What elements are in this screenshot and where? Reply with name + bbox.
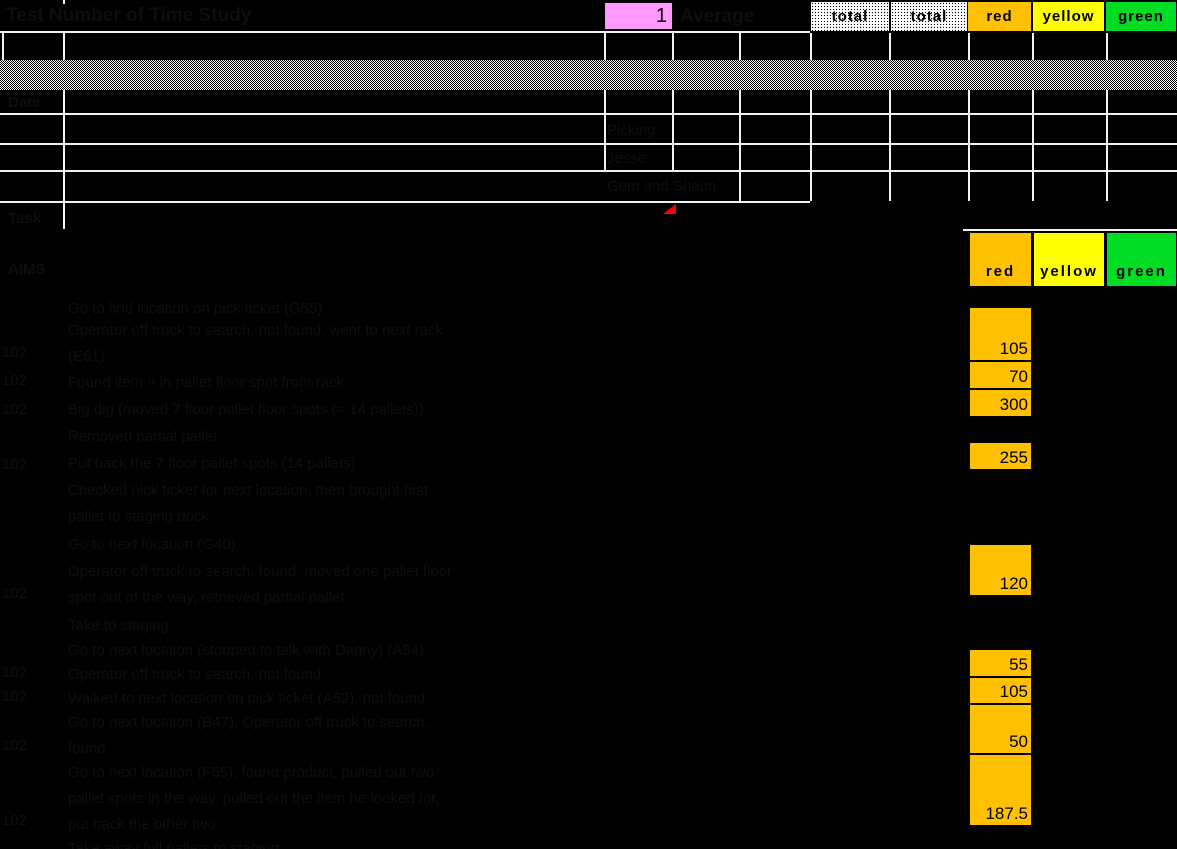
- gridline-v-colG: [968, 33, 970, 201]
- aisle-label[interactable]: 102: [2, 585, 28, 602]
- score-header-red-label: red: [985, 263, 1016, 280]
- task-row[interactable]: Operator off truck to search, not found: [68, 666, 322, 683]
- green-column-header[interactable]: green: [1106, 2, 1176, 31]
- red-column-header-label: red: [986, 8, 1013, 25]
- gridline-h-score-header: [963, 229, 1177, 231]
- gridline-v-colD: [739, 33, 741, 201]
- task-row[interactable]: Go to next location (F55), found product…: [68, 764, 440, 833]
- date-label[interactable]: Date: [8, 94, 41, 111]
- total-header-cell-1[interactable]: total: [811, 2, 889, 31]
- task-row[interactable]: Removed partial pallet: [68, 428, 218, 445]
- score-header-yellow[interactable]: yellow: [1034, 233, 1104, 286]
- test-number-cell[interactable]: 1: [605, 3, 672, 29]
- dithered-row: [0, 60, 1177, 90]
- gridline-h-row5: [0, 143, 1177, 145]
- aisle-label[interactable]: 102: [2, 344, 28, 361]
- aisle-label[interactable]: 102: [2, 401, 28, 418]
- yellow-column-header[interactable]: yellow: [1033, 2, 1104, 31]
- task-row[interactable]: Take away full pallets to staging: [68, 840, 279, 849]
- red-value-cell[interactable]: 187.5: [970, 755, 1031, 825]
- task-row[interactable]: Go to next location (G40): [68, 536, 236, 553]
- test-number-value: 1: [655, 4, 667, 27]
- task-row[interactable]: Operator off truck to search, found, mov…: [68, 563, 453, 606]
- task-row[interactable]: Big dig (moved 7 floor pallet floor spot…: [68, 401, 424, 418]
- task-label[interactable]: Task: [8, 210, 42, 227]
- gridline-v-colC: [672, 33, 674, 170]
- aisle-label[interactable]: 102: [2, 456, 28, 473]
- task-row[interactable]: Operator off truck to search, not found,…: [68, 322, 443, 365]
- aisle-label[interactable]: 102: [2, 688, 28, 705]
- task-row[interactable]: Go to find location on pick ticket (G55): [68, 300, 323, 317]
- red-value-cell[interactable]: 300: [970, 390, 1031, 416]
- gridline-v-colB: [604, 33, 606, 170]
- red-marker-icon: [663, 204, 676, 214]
- gridline-h-row4: [0, 113, 1177, 115]
- gridline-v-colI: [1106, 33, 1108, 201]
- task-row[interactable]: Checked pick ticket for next location, t…: [68, 482, 429, 525]
- aims-label[interactable]: AIMS: [8, 261, 46, 278]
- info-row-1[interactable]: Picking: [607, 122, 656, 139]
- score-header-green[interactable]: green: [1107, 233, 1176, 286]
- total-header-cell-2[interactable]: total: [891, 2, 967, 31]
- red-value-cell[interactable]: 70: [970, 362, 1031, 388]
- gridline-h-row7: [0, 201, 810, 203]
- task-row[interactable]: Go to next location (stopped to talk wit…: [68, 642, 425, 659]
- task-row[interactable]: Go to next location (B47). Operator off …: [68, 714, 429, 757]
- task-row[interactable]: Walked to next location on pick ticket (…: [68, 690, 426, 707]
- score-header-green-label: green: [1116, 263, 1167, 280]
- gridline-v-colE: [810, 33, 812, 201]
- red-value-cell[interactable]: 105: [970, 308, 1031, 360]
- gridline-v-colF: [889, 33, 891, 201]
- total-header-label-2: total: [910, 8, 948, 25]
- average-label: Average: [680, 6, 755, 27]
- info-row-3[interactable]: Gem and Shaun: [607, 178, 717, 195]
- task-row[interactable]: Put back the 7 floor pallet spots (14 pa…: [68, 455, 356, 472]
- gridline-v-colH: [1032, 33, 1034, 201]
- gridline-v-edge: [2, 33, 4, 60]
- total-header-label-1: total: [831, 8, 869, 25]
- red-column-header[interactable]: red: [968, 2, 1031, 31]
- info-row-2[interactable]: Jesse: [607, 150, 647, 167]
- task-row[interactable]: Found item # in pallet floor spot from r…: [68, 374, 344, 391]
- sheet-title: Test Number of Time Study: [6, 5, 252, 26]
- score-header-red[interactable]: red: [970, 233, 1031, 286]
- score-header-yellow-label: yellow: [1040, 263, 1098, 280]
- aisle-label[interactable]: 102: [2, 372, 28, 389]
- red-value-cell[interactable]: 105: [970, 678, 1031, 703]
- gridline-h-row6: [0, 170, 1177, 172]
- green-column-header-label: green: [1118, 8, 1164, 25]
- aisle-label[interactable]: 102: [2, 737, 28, 754]
- aisle-label[interactable]: 102: [2, 664, 28, 681]
- aisle-label[interactable]: 102: [2, 812, 28, 829]
- red-value-cell[interactable]: 55: [970, 650, 1031, 676]
- gridline-h-title: [0, 31, 810, 33]
- red-value-cell[interactable]: 255: [970, 443, 1031, 469]
- yellow-column-header-label: yellow: [1042, 8, 1095, 25]
- task-row[interactable]: Take to staging: [68, 617, 169, 634]
- red-value-cell[interactable]: 50: [970, 705, 1031, 753]
- red-value-cell[interactable]: 120: [970, 545, 1031, 595]
- gridline-v-colA: [63, 33, 65, 229]
- gridline-v-tick: [63, 0, 65, 4]
